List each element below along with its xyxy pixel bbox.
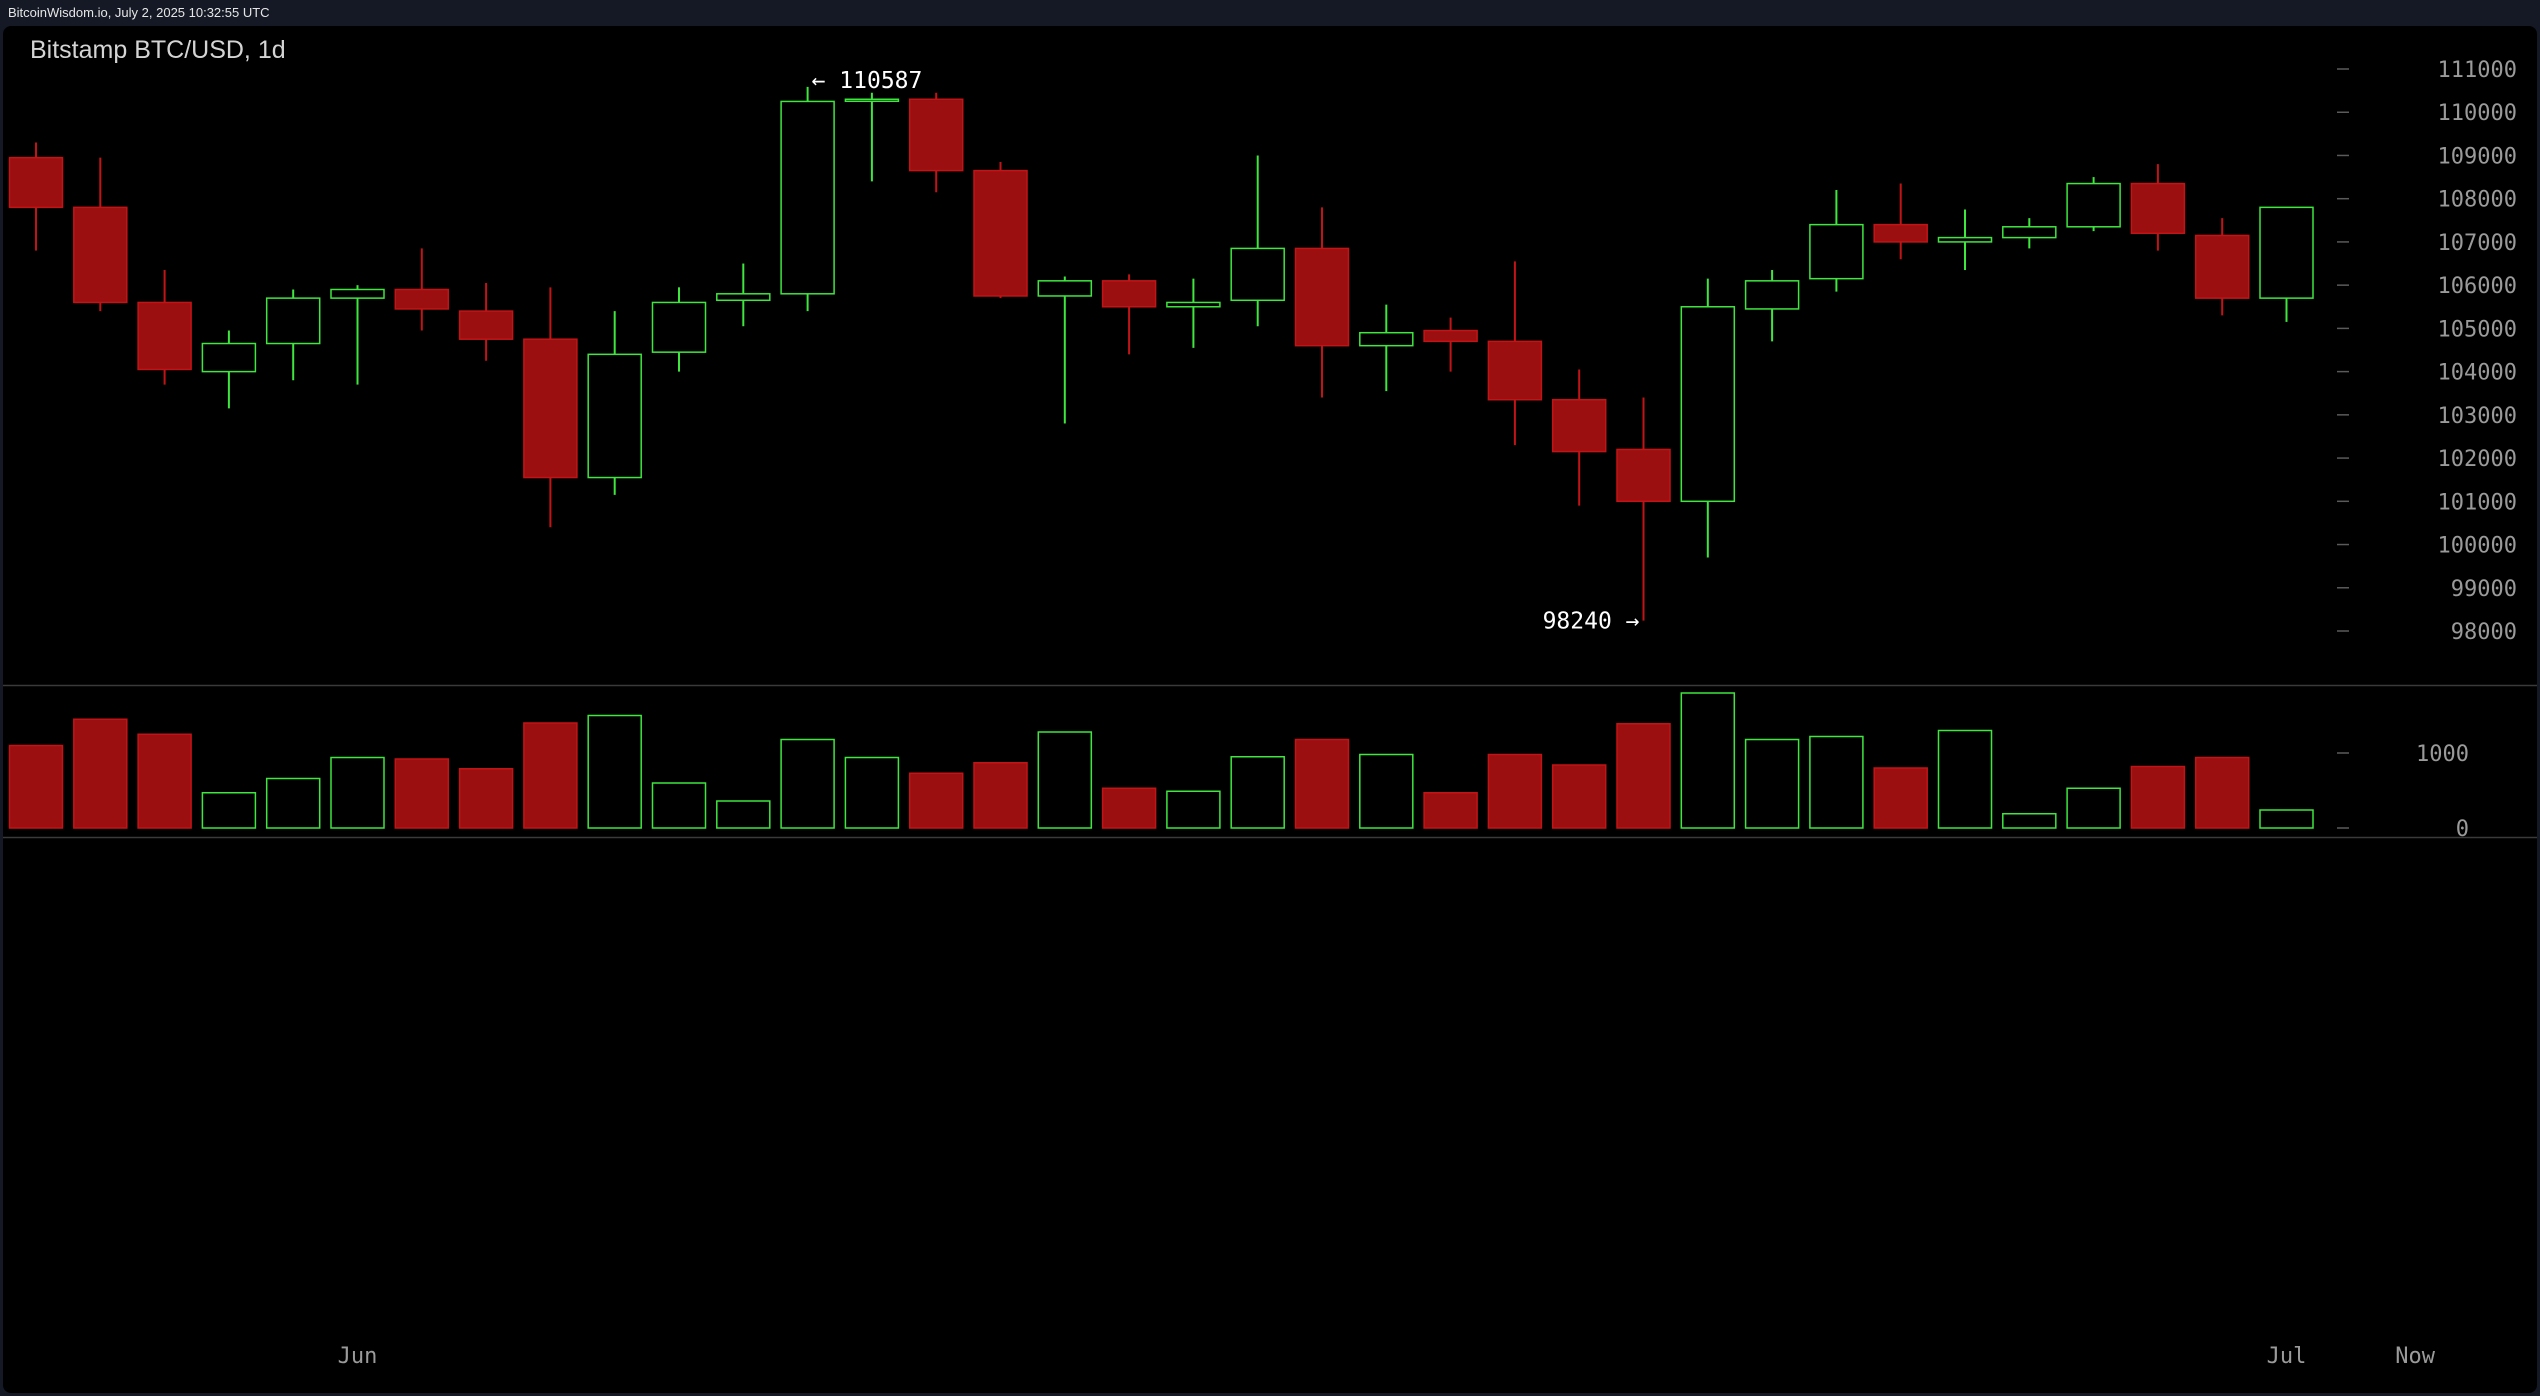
volume-bar-up[interactable] xyxy=(1680,692,1736,829)
candle-up[interactable] xyxy=(587,353,642,479)
candle-up[interactable] xyxy=(716,293,771,302)
price-tick-label: 109000 xyxy=(2438,144,2517,169)
candle-down[interactable] xyxy=(1487,340,1543,401)
candle-down[interactable] xyxy=(2194,234,2250,299)
candle-up[interactable] xyxy=(1230,247,1285,302)
volume-bar-up[interactable] xyxy=(2259,809,2314,829)
price-tick-label: 111000 xyxy=(2438,58,2517,83)
volume-bar-up[interactable] xyxy=(1230,756,1285,829)
volume-bar-down[interactable] xyxy=(2194,756,2250,829)
candle-up[interactable] xyxy=(651,301,707,353)
candle-up[interactable] xyxy=(780,100,835,295)
candle-up[interactable] xyxy=(844,98,900,103)
candle-down[interactable] xyxy=(137,301,192,371)
price-tick-label: 98000 xyxy=(2451,620,2517,645)
low-price-annotation: 98240 → xyxy=(1543,609,1640,635)
volume-bar-down[interactable] xyxy=(1423,792,1478,829)
volume-bar-down[interactable] xyxy=(1551,764,1607,829)
volume-tick-label: 1000 xyxy=(2416,742,2469,767)
candle-up[interactable] xyxy=(2066,182,2121,228)
candle-up[interactable] xyxy=(1359,331,1414,347)
price-tick-label: 106000 xyxy=(2438,274,2517,299)
volume-bar-up[interactable] xyxy=(2002,813,2057,829)
candle-up[interactable] xyxy=(2259,206,2314,299)
volume-bar-down[interactable] xyxy=(73,718,128,829)
candle-up[interactable] xyxy=(1680,306,1736,503)
volume-bar-up[interactable] xyxy=(1744,738,1800,829)
volume-bar-up[interactable] xyxy=(201,792,257,829)
date-tick-label: Now xyxy=(2395,1344,2435,1369)
volume-bar-down[interactable] xyxy=(137,733,192,829)
volume-bar-down[interactable] xyxy=(1487,753,1543,829)
volume-bar-down[interactable] xyxy=(394,758,450,829)
volume-bar-up[interactable] xyxy=(587,714,642,829)
volume-bar-up[interactable] xyxy=(1359,753,1414,829)
candle-down[interactable] xyxy=(908,98,964,172)
candle-up[interactable] xyxy=(1166,301,1221,308)
candle-down[interactable] xyxy=(973,169,1028,297)
volume-bar-down[interactable] xyxy=(2130,765,2186,829)
price-tick-label: 105000 xyxy=(2438,317,2517,342)
candle-down[interactable] xyxy=(1294,247,1350,347)
volume-bar-up[interactable] xyxy=(716,800,771,829)
candle-down[interactable] xyxy=(73,206,128,304)
candle-down[interactable] xyxy=(1616,448,1671,503)
candle-down[interactable] xyxy=(458,310,514,340)
candle-up[interactable] xyxy=(2002,226,2057,239)
candle-up[interactable] xyxy=(1937,236,1993,243)
volume-bar-up[interactable] xyxy=(1166,790,1221,829)
candle-up[interactable] xyxy=(265,297,321,345)
volume-bar-down[interactable] xyxy=(973,762,1028,829)
price-tick-label: 101000 xyxy=(2438,490,2517,515)
candle-down[interactable] xyxy=(1423,329,1478,343)
volume-bar-down[interactable] xyxy=(1873,767,1928,829)
candle-up[interactable] xyxy=(1744,280,1800,310)
volume-bar-down[interactable] xyxy=(1616,723,1671,829)
volume-bar-up[interactable] xyxy=(1937,729,1993,829)
candlestick-chart[interactable]: 98000 99000 100000 101000 102000 103000 104000… xyxy=(3,26,2537,1393)
volume-bar-down[interactable] xyxy=(458,768,514,829)
price-tick-label: 100000 xyxy=(2438,534,2517,559)
date-tick-label: Jul xyxy=(2267,1344,2307,1369)
volume-bar-up[interactable] xyxy=(1037,731,1093,829)
candle-down[interactable] xyxy=(1873,223,1928,243)
volume-bar-down[interactable] xyxy=(8,744,64,829)
price-tick-label: 107000 xyxy=(2438,231,2517,256)
candle-down[interactable] xyxy=(1101,280,1157,308)
candle-up[interactable] xyxy=(1809,223,1864,280)
candle-down[interactable] xyxy=(523,338,578,479)
price-tick-label: 102000 xyxy=(2438,447,2517,472)
price-tick-label: 110000 xyxy=(2438,101,2517,126)
volume-bar-up[interactable] xyxy=(2066,787,2121,829)
candle-up[interactable] xyxy=(201,342,257,373)
volume-bar-down[interactable] xyxy=(523,722,578,829)
volume-bar-up[interactable] xyxy=(844,756,900,829)
volume-bar-up[interactable] xyxy=(265,777,321,829)
chart-panel[interactable]: 98000 99000 100000 101000 102000 103000 104000… xyxy=(3,26,2537,1393)
price-tick-label: 99000 xyxy=(2451,577,2517,602)
price-tick-label: 104000 xyxy=(2438,361,2517,386)
candle-up[interactable] xyxy=(330,288,385,299)
candle-up[interactable] xyxy=(1037,280,1093,297)
volume-bar-down[interactable] xyxy=(908,772,964,829)
chart-title: Bitstamp BTC/USD, 1d xyxy=(30,36,286,64)
date-tick-label: Jun xyxy=(338,1344,378,1369)
volume-bar-up[interactable] xyxy=(1809,735,1864,829)
candle-down[interactable] xyxy=(394,288,450,310)
volume-bar-down[interactable] xyxy=(1101,787,1157,829)
candle-down[interactable] xyxy=(1551,398,1607,453)
site-timestamp: BitcoinWisdom.io, July 2, 2025 10:32:55 … xyxy=(8,5,270,20)
volume-tick-label: 0 xyxy=(2456,817,2469,842)
high-price-annotation: ← 110587 xyxy=(812,68,923,94)
price-tick-label: 108000 xyxy=(2438,188,2517,213)
volume-bar-down[interactable] xyxy=(1294,738,1350,829)
volume-bar-up[interactable] xyxy=(780,738,835,829)
candle-down[interactable] xyxy=(2130,182,2186,235)
top-bar: BitcoinWisdom.io, July 2, 2025 10:32:55 … xyxy=(0,0,2540,26)
price-tick-label: 103000 xyxy=(2438,404,2517,429)
candle-down[interactable] xyxy=(8,156,64,209)
volume-bar-up[interactable] xyxy=(651,782,707,829)
volume-bar-up[interactable] xyxy=(330,756,385,829)
